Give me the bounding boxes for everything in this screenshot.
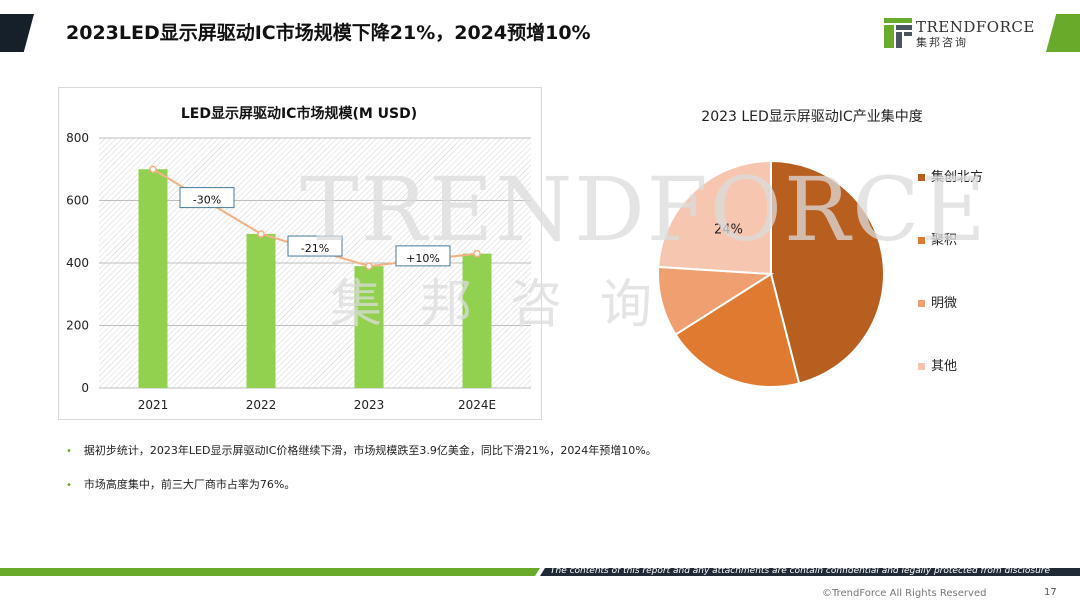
legend-label: 集创北方 xyxy=(931,170,984,185)
change-annotation: +10% xyxy=(406,252,440,265)
bullet-item: • 据初步统计，2023年LED显示屏驱动IC价格继续下滑，市场规模跌至3.9亿美… xyxy=(66,442,657,458)
legend-item: 聚积 xyxy=(918,229,957,248)
trend-point xyxy=(149,165,157,173)
trendforce-logo-icon xyxy=(884,18,912,48)
bar-chart: LED显示屏驱动IC市场规模(M USD) 0 200 400 600 800 -30%… xyxy=(66,105,531,412)
change-annotation: -30% xyxy=(193,194,221,207)
pie-data-label: 24% xyxy=(714,223,743,238)
bullet-dot-icon: • xyxy=(66,480,72,491)
pie-chart-title: 2023 LED显示屏驱动IC产业集中度 xyxy=(701,109,923,125)
legend-item: 集创北方 xyxy=(918,166,983,185)
pie-slice xyxy=(657,159,772,276)
y-tick-label: 0 xyxy=(81,381,89,395)
x-tick-label: 2024E xyxy=(458,398,496,412)
y-tick-label: 200 xyxy=(66,319,89,333)
footer-bar xyxy=(0,568,1080,576)
y-tick-label: 400 xyxy=(66,256,89,270)
trend-point xyxy=(257,230,265,238)
x-tick-label: 2022 xyxy=(246,398,277,412)
bar xyxy=(354,266,384,388)
page-number: 17 xyxy=(1044,587,1057,598)
legend-item: 其他 xyxy=(918,355,957,374)
trendforce-logo: TRENDFORCE 集邦咨询 xyxy=(884,18,1034,50)
change-annotation: -21% xyxy=(301,242,329,255)
pie-slice xyxy=(770,159,885,385)
legend-swatch xyxy=(918,237,925,244)
page-title: 2023LED显示屏驱动IC市场规模下降21%，2024预增10% xyxy=(66,22,591,44)
bar xyxy=(138,169,168,388)
pie-slice xyxy=(674,272,801,388)
bar-chart-title: LED显示屏驱动IC市场规模(M USD) xyxy=(181,105,417,122)
bar xyxy=(462,253,492,388)
corner-decoration-left xyxy=(0,14,34,52)
x-tick-label: 2021 xyxy=(138,398,169,412)
legend-label: 其他 xyxy=(931,359,958,374)
bar-chart-panel: LED显示屏驱动IC市场规模(M USD) 0 200 400 600 800 -30%… xyxy=(58,87,542,420)
copyright: ©TrendForce All Rights Reserved xyxy=(822,588,987,599)
bullet-item: • 市场高度集中，前三大厂商市占率为76%。 xyxy=(66,476,295,492)
legend-label: 聚积 xyxy=(931,233,958,248)
legend-label: 明微 xyxy=(931,296,958,311)
logo-subtitle: 集邦咨询 xyxy=(916,36,968,49)
change-annotation-box xyxy=(287,235,343,257)
bullet-dot-icon: • xyxy=(66,446,72,457)
confidential-notice: The contents of this report and any atta… xyxy=(550,566,1051,576)
corner-decoration-right xyxy=(1046,14,1080,52)
legend-item: 明微 xyxy=(918,292,957,311)
bar xyxy=(246,233,276,388)
pie-slice xyxy=(657,265,775,336)
legend-swatch xyxy=(918,363,925,370)
y-tick-label: 600 xyxy=(66,194,89,208)
y-tick-label: 800 xyxy=(66,131,89,145)
logo-name: TRENDFORCE xyxy=(916,18,1035,36)
bullet-text: 据初步统计，2023年LED显示屏驱动IC价格继续下滑，市场规模跌至3.9亿美金… xyxy=(83,444,657,457)
x-tick-label: 2023 xyxy=(354,398,385,412)
legend-swatch xyxy=(918,300,925,307)
change-annotation-box xyxy=(395,245,451,267)
legend-swatch xyxy=(918,174,925,181)
pie-chart: 24% xyxy=(657,159,885,388)
trend-point xyxy=(365,262,373,270)
bullet-text: 市场高度集中，前三大厂商市占率为76%。 xyxy=(83,478,296,491)
change-annotation-box xyxy=(179,187,235,209)
trend-point xyxy=(473,249,481,258)
